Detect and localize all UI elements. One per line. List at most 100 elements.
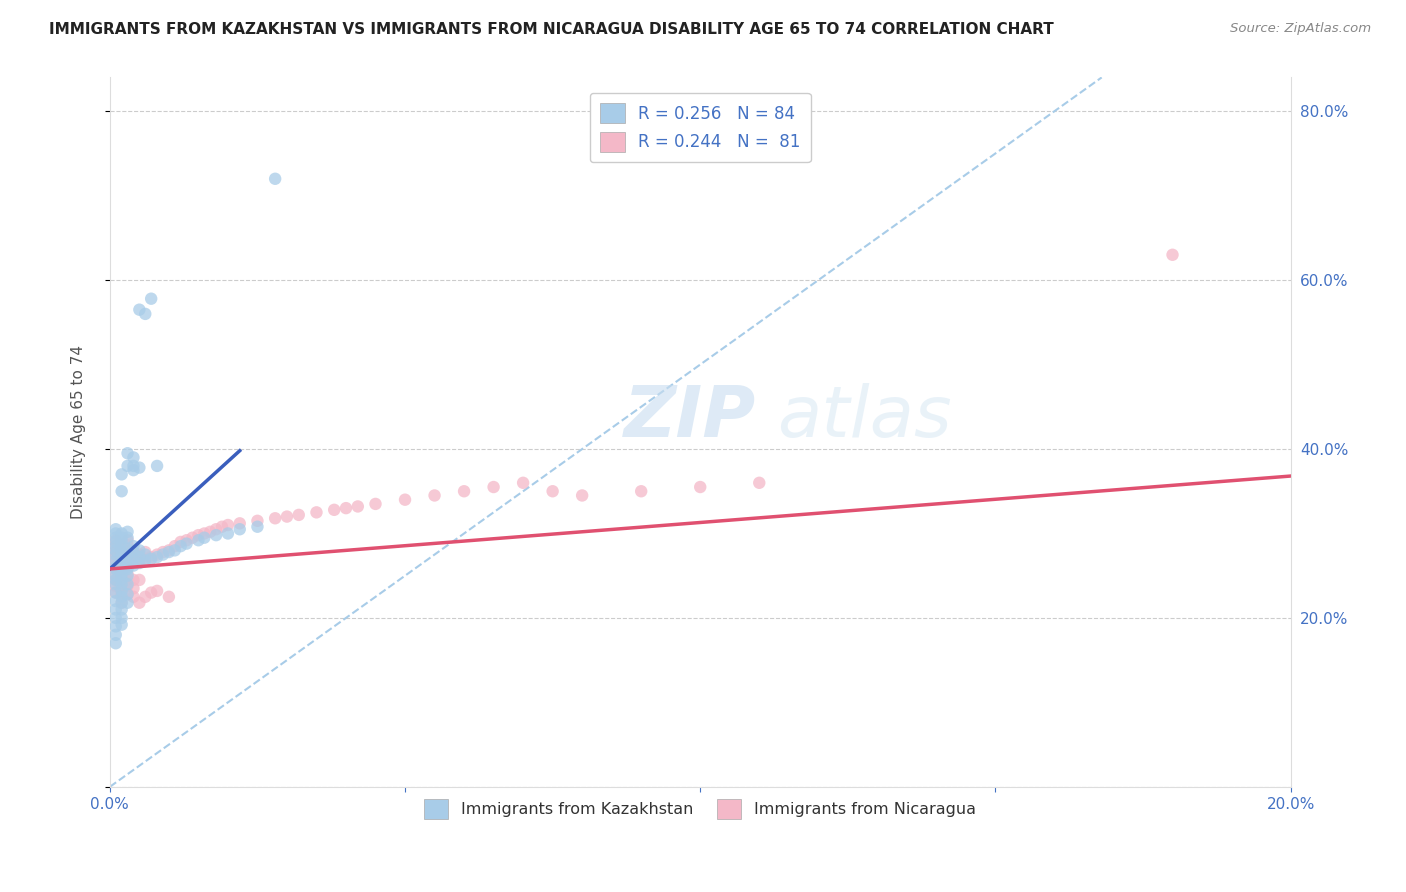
Point (111, 538, 134, 552)
Point (346, 500, 368, 514)
Point (117, 567, 139, 582)
Point (146, 458, 169, 473)
Point (111, 562, 134, 576)
Point (104, 539, 127, 553)
Point (187, 528, 209, 542)
Point (246, 514, 269, 528)
Point (122, 450, 145, 465)
Point (630, 484, 652, 499)
Point (229, 516, 252, 531)
Point (264, 171, 287, 186)
Point (689, 480, 711, 494)
Point (141, 585, 163, 599)
Point (117, 577, 139, 591)
Point (111, 587, 134, 601)
Point (134, 551, 156, 566)
Point (512, 475, 534, 490)
Point (104, 526, 127, 541)
Point (122, 545, 145, 559)
Point (104, 602, 127, 616)
Point (111, 484, 134, 499)
Point (104, 585, 127, 599)
Point (482, 480, 505, 494)
Point (541, 484, 564, 499)
Point (104, 585, 127, 599)
Point (176, 536, 198, 550)
Point (181, 531, 204, 545)
Point (134, 553, 156, 567)
Point (246, 519, 269, 533)
Text: ZIP: ZIP (623, 384, 756, 452)
Point (146, 550, 169, 565)
Point (111, 548, 134, 562)
Point (117, 558, 139, 573)
Point (170, 535, 193, 549)
Point (104, 568, 127, 582)
Point (128, 556, 150, 570)
Point (128, 596, 150, 610)
Text: atlas: atlas (778, 384, 952, 452)
Point (128, 460, 150, 475)
Point (152, 548, 174, 562)
Point (104, 562, 127, 576)
Point (104, 533, 127, 548)
Point (193, 531, 215, 545)
Point (122, 545, 145, 559)
Point (423, 488, 446, 502)
Point (104, 594, 127, 608)
Point (128, 302, 150, 317)
Point (111, 596, 134, 610)
Point (111, 577, 134, 591)
Point (117, 568, 139, 582)
Point (111, 590, 134, 604)
Point (104, 573, 127, 587)
Point (122, 573, 145, 587)
Point (111, 573, 134, 587)
Point (117, 573, 139, 587)
Point (104, 556, 127, 570)
Point (748, 475, 770, 490)
Point (111, 567, 134, 582)
Point (117, 587, 139, 601)
Point (176, 533, 198, 548)
Point (1161, 248, 1184, 262)
Point (104, 550, 127, 565)
Point (111, 467, 134, 482)
Point (141, 550, 163, 565)
Point (122, 550, 145, 565)
Point (104, 543, 127, 558)
Point (122, 551, 145, 566)
Point (364, 497, 387, 511)
Point (111, 560, 134, 574)
Point (122, 590, 145, 604)
Point (157, 543, 180, 558)
Point (104, 579, 127, 593)
Y-axis label: Disability Age 65 to 74: Disability Age 65 to 74 (72, 345, 86, 519)
Point (111, 611, 134, 625)
Point (128, 553, 150, 567)
Point (111, 550, 134, 565)
Point (104, 522, 127, 536)
Point (305, 505, 328, 519)
Point (111, 596, 134, 610)
Point (117, 538, 139, 552)
Point (117, 543, 139, 558)
Point (111, 545, 134, 559)
Point (205, 528, 228, 542)
Point (187, 533, 209, 548)
Point (104, 619, 127, 633)
Point (146, 548, 169, 562)
Point (104, 548, 127, 562)
Point (104, 553, 127, 567)
Point (111, 583, 134, 598)
Point (134, 548, 156, 562)
Point (128, 543, 150, 558)
Point (193, 526, 215, 541)
Point (122, 458, 145, 473)
Point (163, 539, 186, 553)
Point (111, 572, 134, 586)
Point (157, 545, 180, 559)
Point (117, 562, 139, 576)
Point (323, 503, 346, 517)
Point (111, 560, 134, 574)
